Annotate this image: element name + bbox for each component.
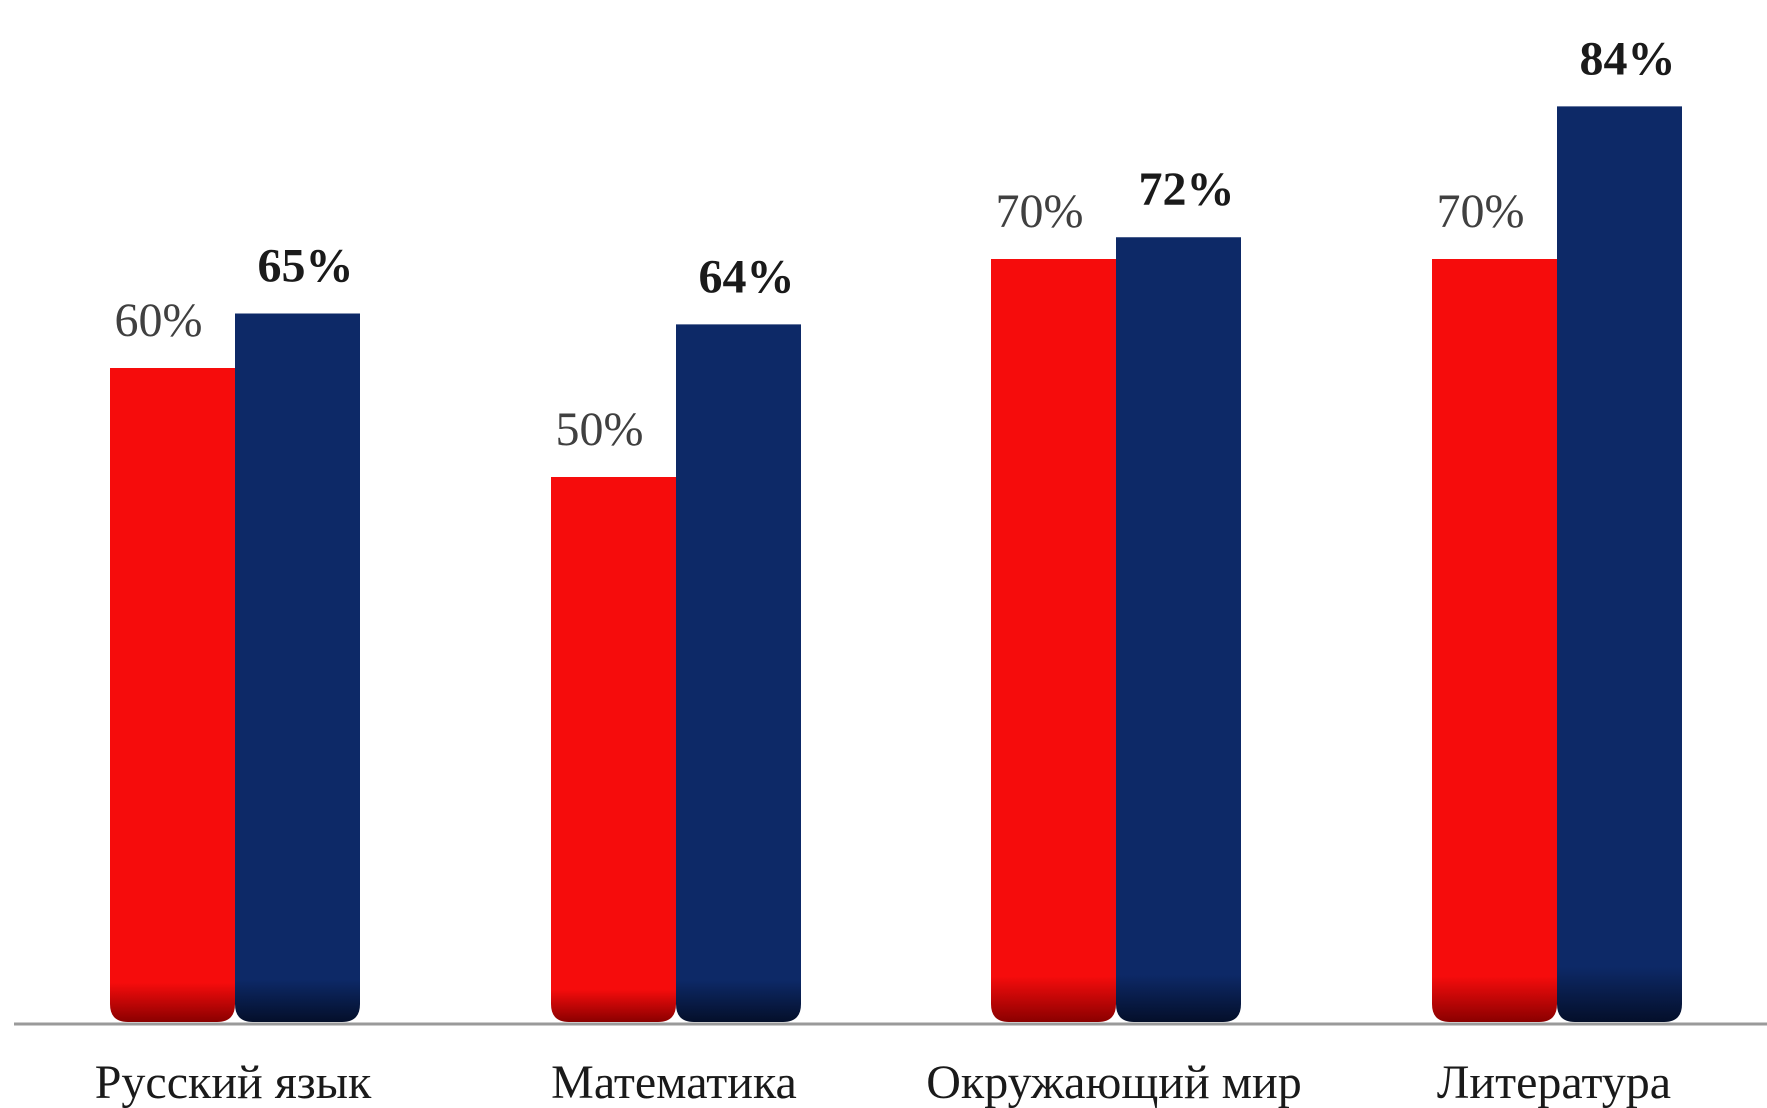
- bars-layer: [110, 106, 1682, 1022]
- bar-series2-cat2: [676, 324, 801, 1022]
- value-label-series1-cat3: 70%: [996, 185, 1084, 238]
- value-label-series2-cat3: 72%: [1139, 163, 1235, 216]
- category-labels-layer: Русский язык Математика Окружающий мир Лите…: [95, 1056, 1671, 1108]
- value-label-series2-cat4: 84%: [1580, 32, 1676, 85]
- category-label-3: Окружающий мир: [926, 1056, 1301, 1108]
- bar-series1-cat2: [551, 477, 676, 1022]
- value-label-series1-cat4: 70%: [1437, 185, 1525, 238]
- bar-series2-cat4: [1557, 106, 1682, 1022]
- value-label-series2-cat1: 65%: [258, 240, 354, 293]
- value-label-series2-cat2: 64%: [699, 250, 795, 303]
- value-label-series1-cat1: 60%: [115, 294, 203, 347]
- bar-series1-cat3: [991, 259, 1116, 1022]
- value-label-series1-cat2: 50%: [556, 403, 644, 456]
- bar-series1-cat4: [1432, 259, 1557, 1022]
- category-label-4: Литература: [1437, 1056, 1671, 1108]
- category-label-1: Русский язык: [95, 1056, 372, 1108]
- category-label-2: Математика: [551, 1056, 797, 1108]
- bar-series1-cat1: [110, 368, 235, 1022]
- bar-series2-cat1: [235, 313, 360, 1022]
- bar-series2-cat3: [1116, 237, 1241, 1022]
- value-labels-layer: 60% 65% 50% 64% 70% 72% 70% 84%: [115, 32, 1676, 456]
